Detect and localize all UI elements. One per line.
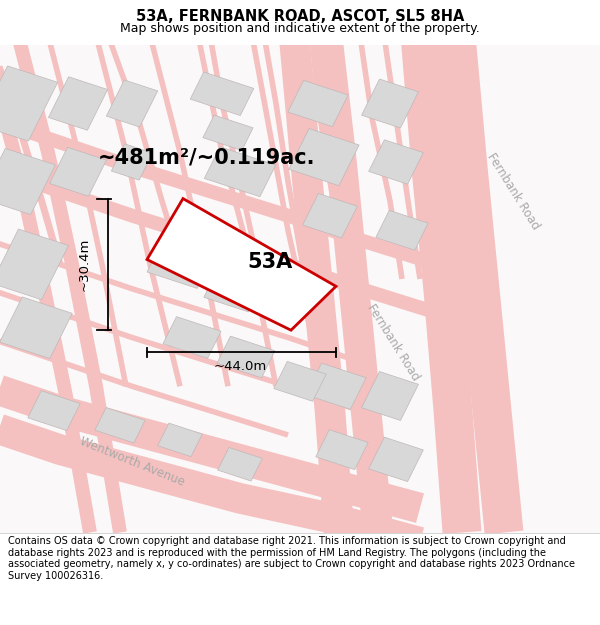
Text: ~30.4m: ~30.4m bbox=[77, 238, 91, 291]
Polygon shape bbox=[0, 229, 68, 300]
Polygon shape bbox=[147, 241, 213, 288]
Polygon shape bbox=[316, 429, 368, 469]
Polygon shape bbox=[163, 317, 221, 358]
Polygon shape bbox=[306, 363, 366, 409]
Text: Wentworth Avenue: Wentworth Avenue bbox=[78, 435, 186, 489]
Polygon shape bbox=[217, 336, 275, 378]
Polygon shape bbox=[205, 147, 275, 197]
Polygon shape bbox=[376, 210, 428, 250]
Polygon shape bbox=[289, 129, 359, 186]
Text: 53A, FERNBANK ROAD, ASCOT, SL5 8HA: 53A, FERNBANK ROAD, ASCOT, SL5 8HA bbox=[136, 9, 464, 24]
Text: Fernbank Road: Fernbank Road bbox=[484, 151, 542, 232]
Polygon shape bbox=[203, 115, 253, 151]
Polygon shape bbox=[368, 140, 424, 184]
Polygon shape bbox=[95, 408, 145, 443]
Text: Fernbank Road: Fernbank Road bbox=[364, 302, 422, 383]
Polygon shape bbox=[112, 144, 152, 180]
Polygon shape bbox=[190, 72, 254, 116]
Polygon shape bbox=[50, 148, 106, 196]
Polygon shape bbox=[204, 266, 264, 312]
Text: Map shows position and indicative extent of the property.: Map shows position and indicative extent… bbox=[120, 22, 480, 35]
Text: 53A: 53A bbox=[247, 252, 293, 272]
Polygon shape bbox=[256, 283, 308, 323]
Polygon shape bbox=[274, 361, 326, 401]
Polygon shape bbox=[218, 448, 262, 481]
Polygon shape bbox=[288, 81, 348, 127]
Polygon shape bbox=[0, 297, 72, 359]
Polygon shape bbox=[106, 80, 158, 127]
Polygon shape bbox=[158, 423, 202, 457]
Polygon shape bbox=[28, 391, 80, 431]
Text: ~44.0m: ~44.0m bbox=[214, 360, 266, 373]
Polygon shape bbox=[147, 199, 336, 330]
Polygon shape bbox=[0, 66, 58, 141]
Polygon shape bbox=[302, 193, 358, 238]
Polygon shape bbox=[49, 77, 107, 130]
Polygon shape bbox=[362, 79, 418, 128]
Polygon shape bbox=[362, 371, 418, 421]
Polygon shape bbox=[0, 148, 55, 214]
Text: ~481m²/~0.119ac.: ~481m²/~0.119ac. bbox=[98, 147, 316, 167]
Polygon shape bbox=[368, 437, 424, 482]
Text: Contains OS data © Crown copyright and database right 2021. This information is : Contains OS data © Crown copyright and d… bbox=[8, 536, 575, 581]
